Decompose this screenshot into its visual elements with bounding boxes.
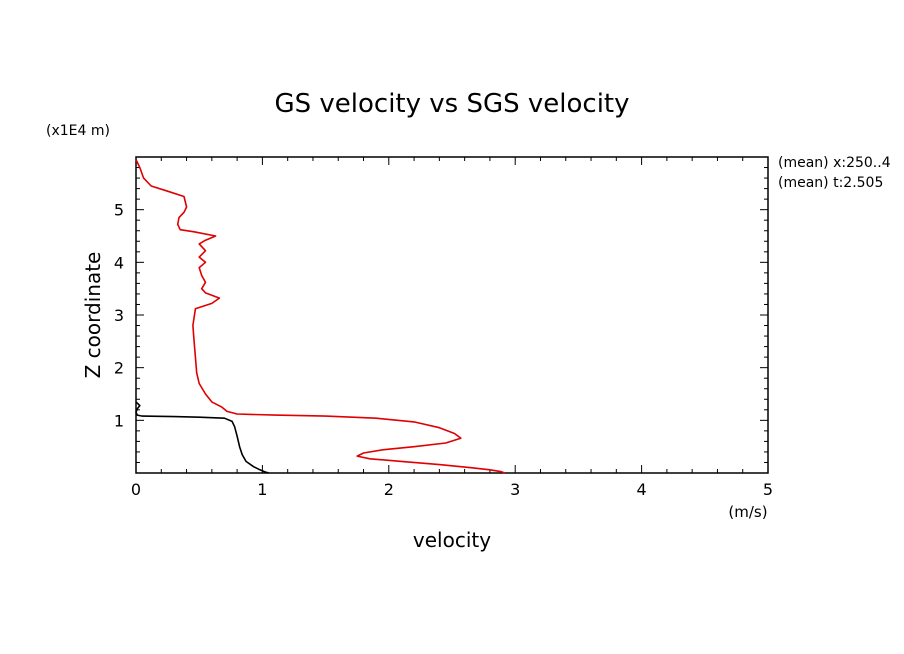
y-tick-label: 5 [114,201,124,220]
plot-frame [135,156,769,474]
annotation-2: (mean) t:2.505 [778,175,883,191]
axis-ticks [135,156,769,474]
annotation-1: (mean) x:250..4 [778,155,891,171]
x-tick-label: 0 [131,480,141,499]
chart-title: GS velocity vs SGS velocity [274,89,629,119]
x-tick-label: 4 [637,480,647,499]
x-tick-label: 2 [384,480,394,499]
x-axis-label: velocity [413,528,491,552]
y-tick-label: 4 [114,253,124,272]
y-axis-label: Z coordinate [81,252,105,379]
y-tick-label: 3 [114,306,124,325]
series-line-gs-velocity [135,159,506,474]
x-unit-label: (m/s) [728,503,767,521]
y-tick-label: 1 [114,411,124,430]
y-unit-label: (x1E4 m) [46,123,110,139]
x-tick-label: 5 [763,480,773,499]
plot-series [135,159,506,474]
series-line-sgs-velocity [135,401,269,474]
tick-labels: 0 1 2 3 4 5 1 2 3 4 5 [114,201,773,499]
x-tick-label: 1 [257,480,267,499]
y-tick-label: 2 [114,359,124,378]
x-tick-label: 3 [510,480,520,499]
